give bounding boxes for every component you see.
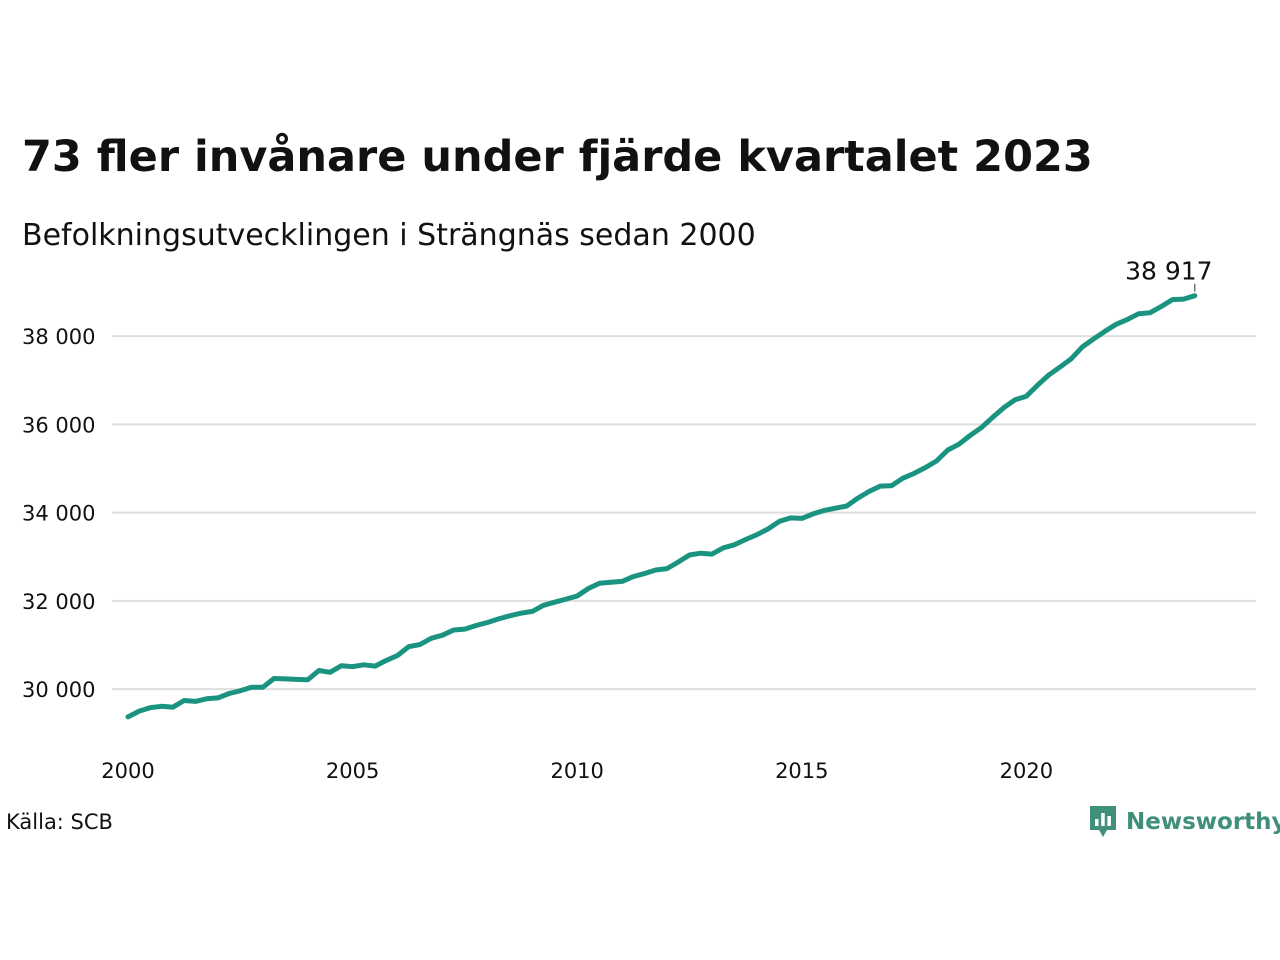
- x-axis: 2000 2005 2010 2015 2020: [101, 759, 1053, 783]
- chart-subtitle: Befolkningsutvecklingen i Strängnäs seda…: [22, 218, 756, 253]
- end-value-label: 38 917: [1125, 257, 1212, 286]
- brand-logo[interactable]: Newsworthy: [1088, 804, 1280, 840]
- population-series-line: [125, 293, 1198, 720]
- x-tick-label: 2010: [550, 759, 603, 783]
- brand-name: Newsworthy: [1126, 809, 1280, 835]
- y-axis: 30 000 32 000 34 000 36 000 38 000: [22, 325, 95, 702]
- y-tick-label: 30 000: [22, 678, 95, 702]
- x-tick-label: 2020: [1000, 759, 1053, 783]
- grid-lines: [112, 335, 1256, 691]
- y-tick-label: 38 000: [22, 325, 95, 349]
- source-note: Källa: SCB: [6, 810, 113, 834]
- x-tick-label: 2000: [101, 759, 154, 783]
- chart-title: 73 fler invånare under fjärde kvartalet …: [22, 132, 1093, 182]
- y-tick-label: 36 000: [22, 413, 95, 437]
- x-tick-label: 2015: [775, 759, 828, 783]
- x-tick-label: 2005: [326, 759, 379, 783]
- y-tick-label: 34 000: [22, 502, 95, 526]
- newsworthy-logo-icon: [1090, 806, 1116, 837]
- y-tick-label: 32 000: [22, 590, 95, 614]
